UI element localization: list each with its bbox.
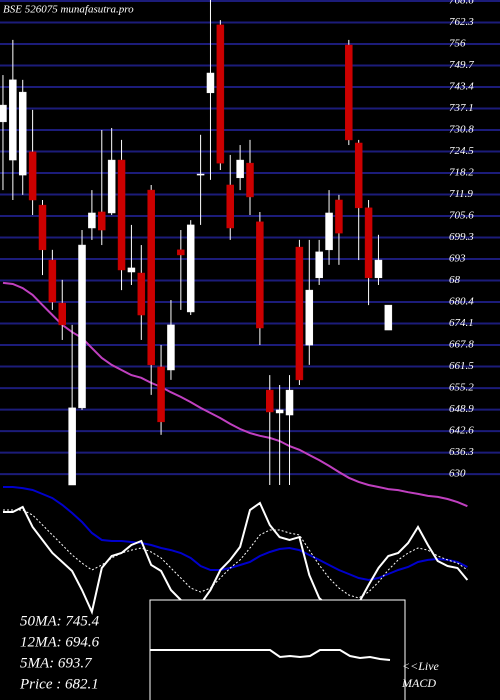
series-line [3, 501, 469, 616]
candle-body [226, 184, 234, 229]
y-tick-label: 642.6 [449, 425, 474, 437]
candle-body [0, 104, 7, 123]
candle-body [305, 289, 314, 346]
chart-title: BSE 526075 munafasutra.pro [3, 4, 134, 16]
candle-body [354, 142, 363, 209]
candle-body [28, 151, 37, 201]
candle-body [345, 44, 353, 141]
y-tick-label: 655.2 [449, 382, 474, 394]
y-tick-label: 648.9 [449, 403, 474, 415]
candle-body [107, 159, 116, 214]
candle-body [374, 259, 383, 279]
y-tick-label: 630 [449, 468, 466, 480]
candle-body [275, 409, 284, 414]
macd-label: <<Live [402, 659, 440, 673]
candle-body [236, 159, 244, 179]
candle-body [18, 91, 27, 176]
candle-body [127, 267, 136, 273]
candle-body [78, 244, 86, 409]
candle-body [117, 159, 126, 271]
candle-body [295, 246, 304, 381]
annotation: 50MA: 745.4 [20, 613, 100, 629]
y-tick-label: 705.6 [449, 210, 474, 222]
candle-body [196, 173, 205, 176]
y-tick-label: 674.1 [449, 317, 474, 329]
y-tick-label: 724.5 [449, 145, 474, 157]
candle-body [335, 199, 343, 234]
y-tick-label: 768.6 [449, 0, 474, 7]
candle-body [9, 79, 17, 161]
y-tick-label: 743.4 [449, 81, 474, 93]
candle-body [216, 24, 225, 164]
y-tick-label: 667.8 [449, 339, 474, 351]
candle-body [167, 324, 175, 371]
candle-body [48, 259, 57, 303]
series-line [3, 509, 468, 599]
candle-body [157, 366, 165, 423]
candle-body [88, 212, 96, 229]
series-line [150, 649, 391, 661]
candle-body [384, 304, 393, 331]
candle-body [177, 249, 185, 256]
y-tick-label: 680.4 [449, 296, 474, 308]
macd-label: MACD [401, 676, 436, 690]
candle-body [98, 211, 106, 231]
candle-body [246, 162, 254, 198]
candle-body [147, 189, 155, 366]
candle-body [266, 389, 274, 413]
y-tick-label: 711.9 [449, 188, 473, 200]
y-tick-label: 737.1 [449, 102, 474, 114]
y-tick-label: 762.3 [449, 16, 474, 28]
y-tick-label: 756 [449, 38, 466, 50]
annotation: 5MA: 693.7 [20, 655, 93, 671]
candle-body [364, 207, 373, 279]
y-tick-label: 661.5 [449, 360, 474, 372]
annotation: 12MA: 694.6 [20, 634, 100, 650]
annotation: Price : 682.1 [19, 676, 99, 692]
candle-body [315, 251, 323, 279]
y-tick-label: 718.2 [449, 167, 474, 179]
series-line [3, 486, 468, 582]
candle-body [68, 407, 76, 486]
candle-body [38, 204, 47, 251]
candle-body [285, 389, 294, 416]
candle-body [206, 72, 215, 94]
candle-body [137, 272, 146, 316]
y-tick-label: 693 [449, 253, 466, 265]
candle-body [325, 212, 333, 251]
candle-body [186, 224, 195, 313]
y-tick-label: 699.3 [449, 231, 474, 243]
y-tick-label: 749.7 [449, 59, 474, 71]
y-tick-label: 730.8 [449, 124, 474, 136]
y-tick-label: 636.3 [449, 446, 474, 458]
y-tick-label: 68 [449, 274, 461, 286]
candle-body [58, 302, 67, 326]
candle-body [256, 221, 264, 329]
